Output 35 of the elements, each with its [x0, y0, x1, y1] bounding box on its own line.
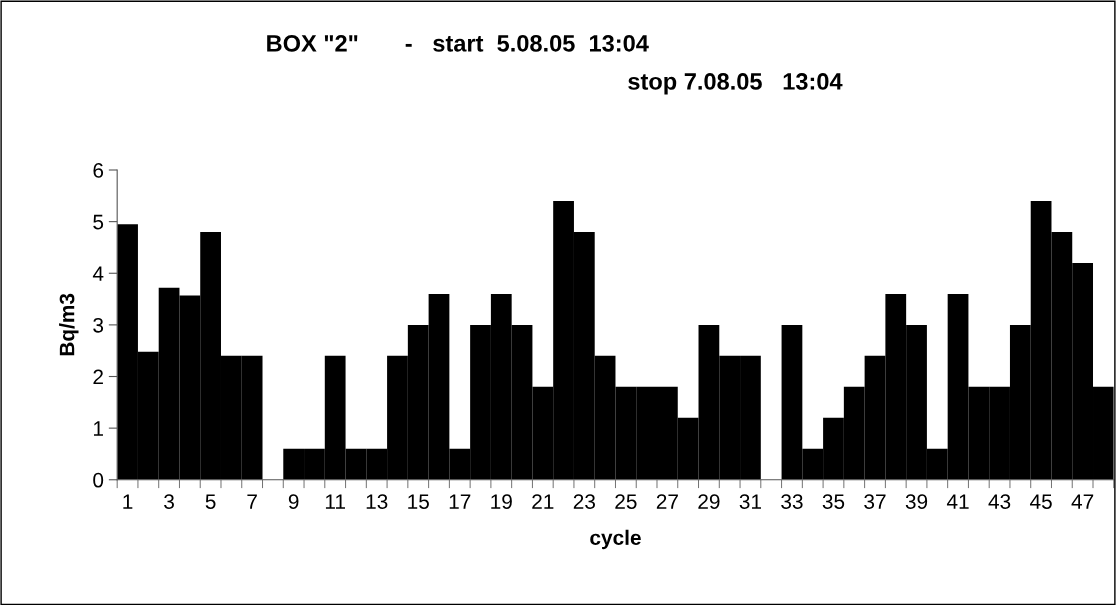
chart-subtitle: stop 7.08.05 13:04	[628, 73, 843, 95]
x-tick-label: 5	[205, 494, 216, 509]
x-tick-label: 9	[288, 494, 299, 509]
y-axis-title: Bq/m3	[59, 293, 79, 356]
x-tick-label: 19	[491, 494, 512, 509]
y-tick-label: 1	[93, 421, 103, 436]
x-tick-label: 41	[946, 494, 969, 509]
x-tick-label: 25	[615, 494, 637, 509]
x-tick-label: 29	[698, 494, 720, 509]
x-tick-label: 3	[164, 494, 174, 509]
y-tick-label: 4	[92, 266, 104, 281]
y-tick-label: 5	[93, 214, 104, 230]
y-tick-label: 0	[93, 472, 104, 488]
x-tick-label: 33	[781, 494, 803, 509]
x-axis-title: cycle	[590, 529, 641, 550]
x-tick-label: 17	[449, 494, 471, 509]
x-tick-label: 7	[247, 494, 257, 509]
x-tick-label: 47	[1071, 494, 1094, 509]
x-tick-label: 27	[656, 494, 678, 509]
x-tick-label: 23	[573, 494, 595, 509]
x-tick-label: 35	[822, 494, 845, 509]
y-tick-label: 6	[93, 163, 104, 178]
x-tick-label: 43	[988, 494, 1011, 509]
x-tick-label: 21	[532, 494, 554, 509]
x-tick-label: 13	[366, 494, 388, 509]
y-tick-label: 3	[93, 317, 104, 333]
x-tick-label: 45	[1029, 494, 1052, 509]
chart-title: BOX "2" - start 5.08.05 13:04	[267, 34, 649, 52]
x-tick-label: 11	[325, 494, 345, 509]
x-tick-label: 15	[408, 494, 429, 509]
x-tick-label: 31	[739, 494, 761, 509]
y-tick-label: 2	[93, 369, 103, 385]
x-tick-label: 39	[905, 494, 928, 509]
x-tick-label: 1	[123, 494, 133, 509]
x-tick-label: 37	[864, 494, 886, 509]
